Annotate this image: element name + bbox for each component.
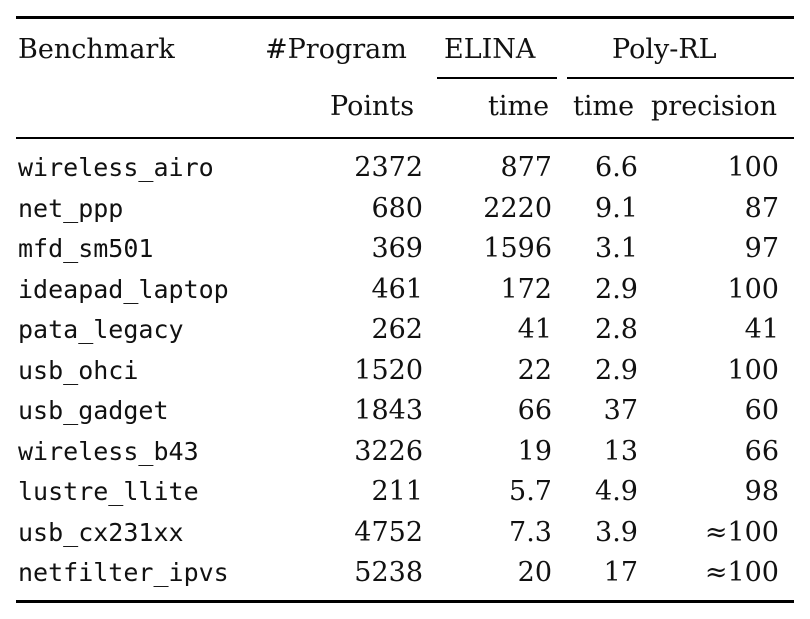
polyrl-precision: 41 xyxy=(744,314,779,345)
polyrl-time: 37 xyxy=(603,395,638,426)
polyrl-precision: 98 xyxy=(744,476,779,507)
polyrl-precision: 100 xyxy=(727,152,779,183)
program-points: 4752 xyxy=(354,517,423,548)
header-polyrl: Poly-RL xyxy=(612,34,717,65)
elina-time: 5.7 xyxy=(509,476,552,507)
elina-time: 172 xyxy=(500,274,552,305)
benchmark-name: lustre_llite xyxy=(18,477,199,506)
table-mid-rule xyxy=(16,137,794,139)
elina-time: 1596 xyxy=(483,233,552,264)
polyrl-precision: 100 xyxy=(727,274,779,305)
table-top-rule xyxy=(16,16,794,19)
polyrl-time: 13 xyxy=(603,436,638,467)
header-elina-time: time xyxy=(488,91,550,122)
polyrl-precision: 60 xyxy=(744,395,779,426)
header-benchmark: Benchmark xyxy=(18,34,175,65)
benchmark-name: netfilter_ipvs xyxy=(18,558,229,587)
header-points: Points xyxy=(330,91,415,122)
elina-group-rule xyxy=(437,77,557,79)
benchmark-name: mfd_sm501 xyxy=(18,234,154,263)
polyrl-precision: 87 xyxy=(744,193,779,224)
polyrl-time: 6.6 xyxy=(595,152,638,183)
benchmark-name: ideapad_laptop xyxy=(18,275,229,304)
polyrl-precision: 97 xyxy=(744,233,779,264)
benchmark-name: wireless_airo xyxy=(18,153,214,182)
program-points: 5238 xyxy=(354,557,423,588)
header-elina: ELINA xyxy=(444,34,536,65)
elina-time: 20 xyxy=(517,557,552,588)
polyrl-precision: ≈100 xyxy=(704,557,779,588)
elina-time: 877 xyxy=(500,152,552,183)
benchmark-name: wireless_b43 xyxy=(18,437,199,466)
elina-time: 41 xyxy=(517,314,552,345)
polyrl-time: 17 xyxy=(603,557,638,588)
polyrl-time: 2.9 xyxy=(595,355,638,386)
header-program: #Program xyxy=(265,34,407,65)
polyrl-time: 4.9 xyxy=(595,476,638,507)
program-points: 1843 xyxy=(354,395,423,426)
program-points: 3226 xyxy=(354,436,423,467)
polyrl-time: 3.9 xyxy=(595,517,638,548)
benchmark-name: usb_cx231xx xyxy=(18,518,184,547)
program-points: 2372 xyxy=(354,152,423,183)
program-points: 262 xyxy=(371,314,423,345)
polyrl-precision: ≈100 xyxy=(704,517,779,548)
polyrl-precision: 100 xyxy=(727,355,779,386)
benchmark-name: usb_gadget xyxy=(18,396,169,425)
elina-time: 7.3 xyxy=(509,517,552,548)
polyrl-precision: 66 xyxy=(744,436,779,467)
polyrl-time: 3.1 xyxy=(595,233,638,264)
polyrl-time: 2.8 xyxy=(595,314,638,345)
polyrl-time: 2.9 xyxy=(595,274,638,305)
benchmark-name: pata_legacy xyxy=(18,315,184,344)
program-points: 1520 xyxy=(354,355,423,386)
header-polyrl-time: time xyxy=(573,91,635,122)
polyrl-time: 9.1 xyxy=(595,193,638,224)
elina-time: 22 xyxy=(517,355,552,386)
program-points: 461 xyxy=(371,274,423,305)
program-points: 211 xyxy=(371,476,423,507)
program-points: 680 xyxy=(371,193,423,224)
elina-time: 19 xyxy=(517,436,552,467)
polyrl-group-rule xyxy=(567,77,794,79)
header-precision: precision xyxy=(651,91,778,122)
table-bottom-rule xyxy=(16,600,794,603)
program-points: 369 xyxy=(371,233,423,264)
elina-time: 2220 xyxy=(483,193,552,224)
elina-time: 66 xyxy=(517,395,552,426)
benchmark-name: net_ppp xyxy=(18,194,124,223)
benchmark-name: usb_ohci xyxy=(18,356,139,385)
